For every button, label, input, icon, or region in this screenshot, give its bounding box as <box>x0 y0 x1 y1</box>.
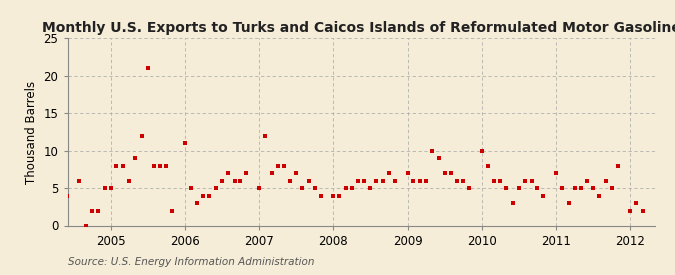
Point <box>557 186 568 190</box>
Point <box>192 201 202 205</box>
Point <box>526 178 537 183</box>
Point <box>55 208 66 213</box>
Point <box>198 193 209 198</box>
Point <box>124 178 134 183</box>
Point <box>346 186 357 190</box>
Point <box>600 178 611 183</box>
Point <box>74 178 85 183</box>
Point <box>211 186 221 190</box>
Title: Monthly U.S. Exports to Turks and Caicos Islands of Reformulated Motor Gasoline: Monthly U.S. Exports to Turks and Caicos… <box>42 21 675 35</box>
Point <box>501 186 512 190</box>
Point <box>637 208 648 213</box>
Point <box>260 134 271 138</box>
Point <box>371 178 382 183</box>
Point <box>266 171 277 175</box>
Point <box>167 208 178 213</box>
Point <box>446 171 456 175</box>
Text: Source: U.S. Energy Information Administration: Source: U.S. Energy Information Administ… <box>68 257 314 267</box>
Point <box>625 208 636 213</box>
Point <box>439 171 450 175</box>
Point <box>582 178 593 183</box>
Point <box>136 134 147 138</box>
Point <box>414 178 425 183</box>
Point <box>204 193 215 198</box>
Point <box>142 66 153 71</box>
Point <box>235 178 246 183</box>
Point <box>520 178 531 183</box>
Point <box>229 178 240 183</box>
Point <box>612 163 623 168</box>
Point <box>352 178 363 183</box>
Point <box>328 193 339 198</box>
Point <box>563 201 574 205</box>
Point <box>458 178 468 183</box>
Point <box>155 163 165 168</box>
Point <box>477 148 487 153</box>
Point <box>606 186 617 190</box>
Point <box>92 208 103 213</box>
Point <box>105 186 116 190</box>
Point <box>62 193 73 198</box>
Point <box>538 193 549 198</box>
Point <box>427 148 437 153</box>
Point <box>117 163 128 168</box>
Point <box>180 141 190 145</box>
Point <box>569 186 580 190</box>
Point <box>340 186 351 190</box>
Point <box>217 178 227 183</box>
Point <box>594 193 605 198</box>
Point <box>421 178 431 183</box>
Point <box>148 163 159 168</box>
Point <box>278 163 289 168</box>
Point <box>44 216 55 220</box>
Point <box>433 156 444 160</box>
Point <box>223 171 234 175</box>
Point <box>359 178 370 183</box>
Point <box>483 163 493 168</box>
Point <box>285 178 296 183</box>
Point <box>49 208 60 213</box>
Point <box>452 178 462 183</box>
Point <box>508 201 518 205</box>
Y-axis label: Thousand Barrels: Thousand Barrels <box>25 80 38 184</box>
Point <box>86 208 97 213</box>
Point <box>551 171 562 175</box>
Point <box>588 186 599 190</box>
Point <box>272 163 283 168</box>
Point <box>297 186 308 190</box>
Point <box>365 186 376 190</box>
Point <box>514 186 524 190</box>
Point <box>303 178 314 183</box>
Point <box>254 186 265 190</box>
Point <box>389 178 400 183</box>
Point <box>532 186 543 190</box>
Point <box>408 178 419 183</box>
Point <box>464 186 475 190</box>
Point <box>489 178 500 183</box>
Point <box>80 223 91 228</box>
Point <box>291 171 302 175</box>
Point <box>575 186 586 190</box>
Point <box>315 193 326 198</box>
Point <box>631 201 642 205</box>
Point <box>161 163 171 168</box>
Point <box>402 171 413 175</box>
Point <box>377 178 388 183</box>
Point <box>495 178 506 183</box>
Point <box>99 186 110 190</box>
Point <box>309 186 320 190</box>
Point <box>111 163 122 168</box>
Point <box>186 186 196 190</box>
Point <box>241 171 252 175</box>
Point <box>130 156 140 160</box>
Point <box>383 171 394 175</box>
Point <box>334 193 345 198</box>
